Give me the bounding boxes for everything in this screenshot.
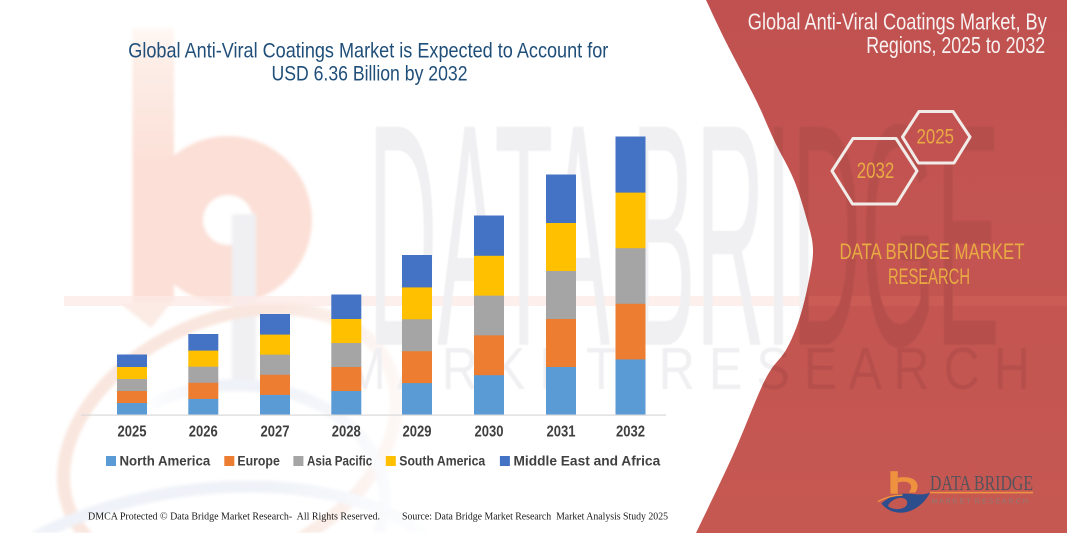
svg-text:Europe: Europe [237,453,280,469]
svg-text:2031: 2031 [547,423,576,440]
svg-text:M A R K E T R E S E A R C H: M A R K E T R E S E A R C H [932,499,1029,506]
svg-text:2030: 2030 [475,423,504,440]
svg-text:2032: 2032 [616,423,645,440]
svg-text:USD 6.36 Billion by 2032: USD 6.36 Billion by 2032 [272,63,468,86]
svg-text:South America: South America [399,453,485,469]
svg-text:Global Anti-Viral Coatings Mar: Global Anti-Viral Coatings Market, By [748,8,1047,34]
svg-text:2028: 2028 [332,423,361,440]
svg-text:DATA BRIDGE: DATA BRIDGE [930,471,1033,495]
svg-text:2027: 2027 [261,423,290,440]
svg-text:DATA BRIDGE MARKET: DATA BRIDGE MARKET [840,239,1025,264]
svg-text:DMCA Protected © Data Bridge M: DMCA Protected © Data Bridge Market Rese… [88,512,380,523]
svg-text:2032: 2032 [857,158,895,183]
svg-text:2025: 2025 [118,423,147,440]
svg-text:Regions, 2025 to 2032: Regions, 2025 to 2032 [866,32,1045,58]
svg-text:Source: Data Bridge Market Res: Source: Data Bridge Market Research Mark… [402,512,668,523]
svg-text:RESEARCH: RESEARCH [888,264,970,289]
svg-text:2026: 2026 [189,423,218,440]
svg-text:Middle East and Africa: Middle East and Africa [514,453,661,469]
svg-text:Asia Pacific: Asia Pacific [307,453,372,469]
svg-text:North America: North America [120,453,211,469]
svg-text:2029: 2029 [403,423,432,440]
svg-text:2025: 2025 [917,124,955,148]
svg-text:Global Anti-Viral Coatings Mar: Global Anti-Viral Coatings Market is Exp… [128,39,608,62]
